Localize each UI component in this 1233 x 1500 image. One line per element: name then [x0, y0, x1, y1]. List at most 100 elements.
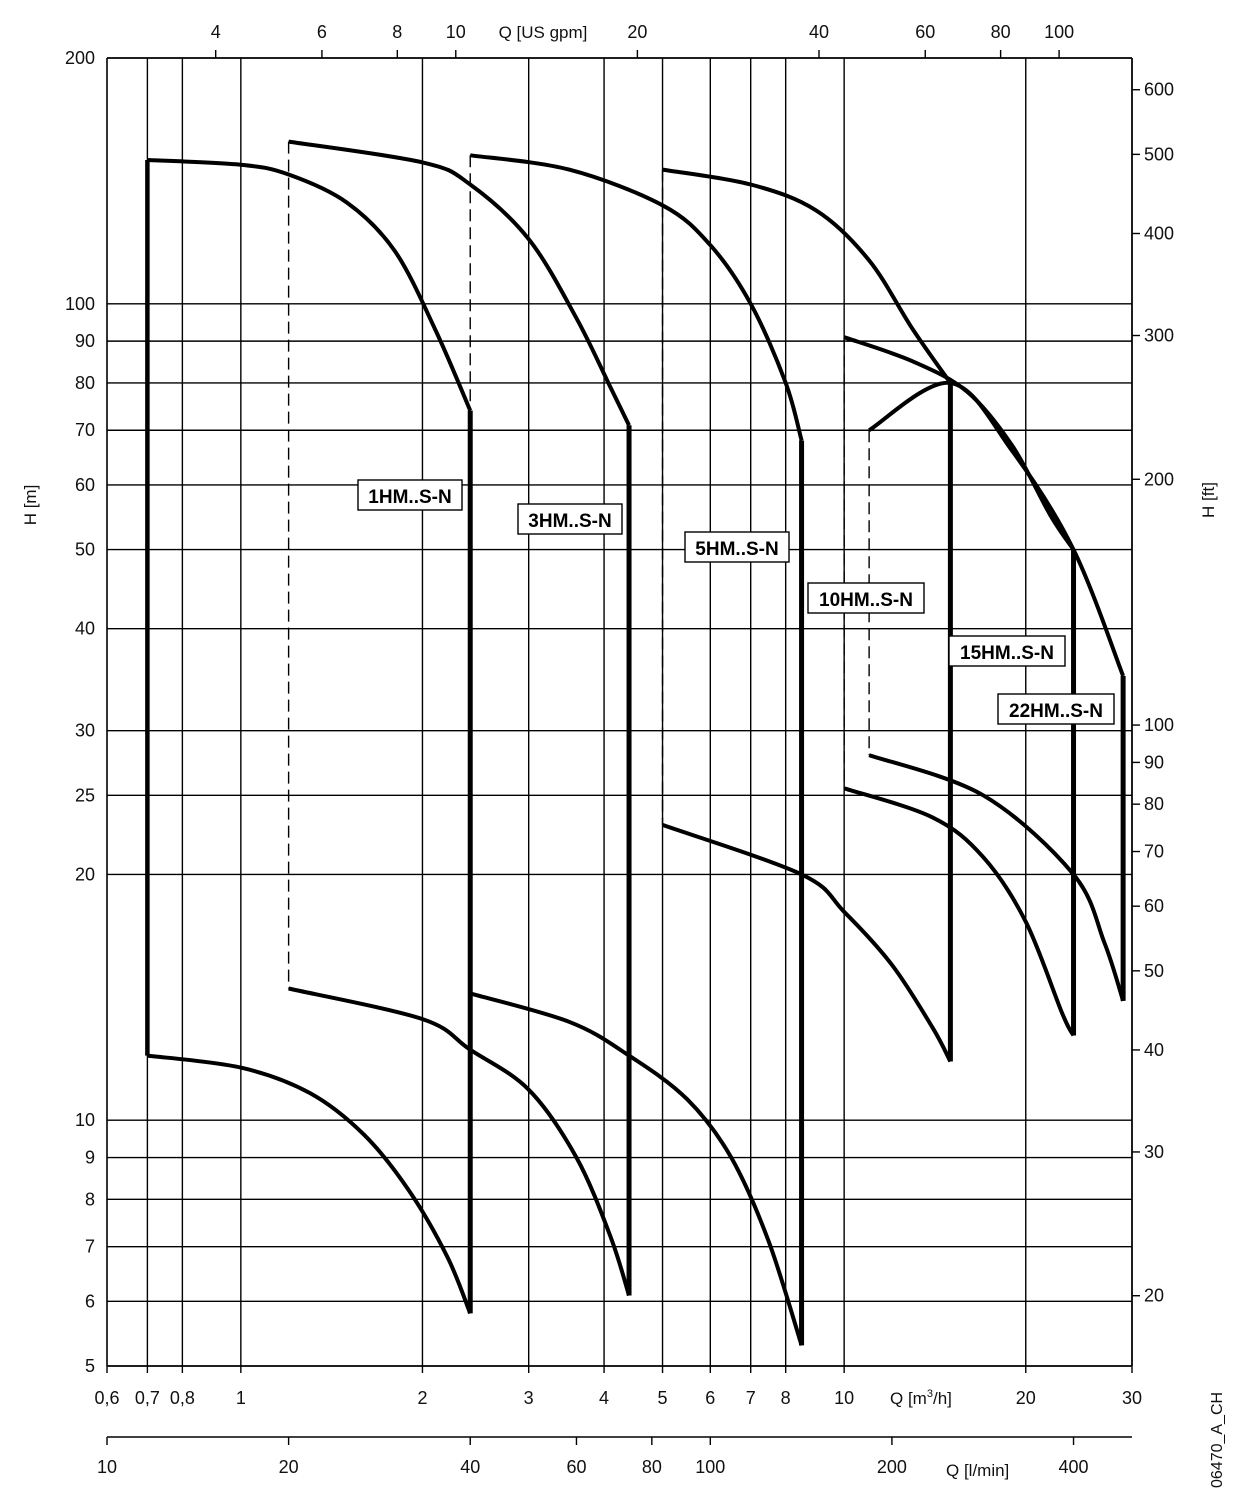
- y-left-tick-label: 50: [75, 540, 95, 560]
- series-lower-curve: [147, 1053, 473, 1315]
- x-top-tick-label: 100: [1044, 22, 1074, 42]
- x-bottom-tick-label: 0,6: [94, 1388, 119, 1408]
- pump-curves: [145, 139, 1126, 1346]
- x-bottom-tick-label: 1: [236, 1388, 246, 1408]
- y-left-tick-label: 30: [75, 721, 95, 741]
- series-label: 10HM..S-N: [819, 590, 913, 611]
- y-right-tick-label: 40: [1144, 1040, 1164, 1060]
- y-right-tick-label: 20: [1144, 1286, 1164, 1306]
- y-left-tick-label: 9: [85, 1148, 95, 1168]
- x-bottom-tick-label: 6: [705, 1388, 715, 1408]
- x-top-axis-title: Q [US gpm]: [499, 23, 588, 42]
- x-bottom-tick-label: 2: [417, 1388, 427, 1408]
- y-left-tick-label: 90: [75, 331, 95, 351]
- series-5hms-n-envelope: [469, 153, 805, 1346]
- x-lmin-tick-label: 80: [642, 1457, 662, 1477]
- x-lmin-tick-label: 200: [877, 1457, 907, 1477]
- y-left-axis-title: H [m]: [21, 485, 40, 526]
- series-lower-curve: [288, 986, 631, 1297]
- x-bottom-tick-label: 10: [834, 1388, 854, 1408]
- y-right-tick-label: 500: [1144, 144, 1174, 164]
- x-bottom-axis-title-sup: 3: [927, 1388, 933, 1400]
- x-bottom-tick-label: 30: [1122, 1388, 1142, 1408]
- series-lower-curve: [661, 823, 953, 1063]
- x-lmin-tick-label: 20: [279, 1457, 299, 1477]
- y-left-tick-label: 7: [85, 1237, 95, 1257]
- y-left-tick-label: 5: [85, 1356, 95, 1376]
- series-3hms-n-envelope: [287, 139, 632, 1297]
- series-upper-curve: [843, 335, 1076, 551]
- y-left-tick-label: 100: [65, 294, 95, 314]
- series-label-box: [357, 479, 463, 511]
- x-bottom-tick-label: 8: [781, 1388, 791, 1408]
- x-bottom-tick-label: 20: [1016, 1388, 1036, 1408]
- x-lmin-tick-label: 60: [566, 1457, 586, 1477]
- y-right-tick-label: 80: [1144, 794, 1164, 814]
- x-lmin-axis-title: Q [l/min]: [946, 1461, 1009, 1480]
- series-lower-curve: [469, 991, 804, 1346]
- y-right-tick-label: 300: [1144, 326, 1174, 346]
- series-label: 3HM..S-N: [528, 511, 611, 532]
- series-label-box: [684, 531, 790, 563]
- grid-lines: [107, 57, 1133, 1367]
- series-10hms-n-envelope: [661, 167, 953, 1063]
- y-right-tick-label: 600: [1144, 80, 1174, 100]
- y-left-tick-label: 20: [75, 864, 95, 884]
- y-right-tick-label: 400: [1144, 223, 1174, 243]
- series-label-box: [517, 503, 623, 535]
- series-label: 1HM..S-N: [368, 487, 451, 508]
- x-top-tick-label: 10: [446, 22, 466, 42]
- y-right-tick-label: 30: [1144, 1142, 1164, 1162]
- x-bottom-tick-label: 0,7: [135, 1388, 160, 1408]
- x-lmin-tick-label: 10: [97, 1457, 117, 1477]
- x-bottom-tick-label: 3: [524, 1388, 534, 1408]
- series-label-box: [807, 582, 925, 614]
- x-lmin-tick-label: 40: [460, 1457, 480, 1477]
- figure-code-annotation: 06470_A_CH: [1209, 1392, 1226, 1488]
- x-bottom-tick-label: 7: [746, 1388, 756, 1408]
- series-22hms-n-envelope: [868, 380, 1126, 1002]
- y-right-tick-label: 60: [1144, 896, 1164, 916]
- x-top-tick-label: 40: [809, 22, 829, 42]
- y-left-tick-label: 80: [75, 373, 95, 393]
- x-top-tick-label: 20: [627, 22, 647, 42]
- x-bottom-tick-label: 0,8: [170, 1388, 195, 1408]
- y-left-tick-label: 25: [75, 785, 95, 805]
- series-lower-curve: [868, 753, 1126, 1002]
- y-left-tick-label: 10: [75, 1110, 95, 1130]
- y-left-tick-label: 70: [75, 420, 95, 440]
- y-left-tick-label: 40: [75, 619, 95, 639]
- y-right-tick-label: 70: [1144, 842, 1164, 862]
- series-label-box: [948, 635, 1066, 667]
- x-bottom-axis-title: Q [m3/h]: [890, 1388, 952, 1408]
- series-upper-curve: [469, 153, 804, 442]
- x-bottom-axis-title-prefix: Q [m: [890, 1389, 927, 1408]
- series-upper-curve: [662, 167, 953, 385]
- series-labels: 1HM..S-N 3HM..S-N 5HM..S-N 10HM..S-N 15HM..S…: [357, 479, 1115, 725]
- x-top-tick-label: 80: [991, 22, 1011, 42]
- series-15hms-n-envelope: [843, 335, 1077, 1037]
- y-right-tick-label: 50: [1144, 961, 1164, 981]
- y-left-tick-label: 8: [85, 1189, 95, 1209]
- series-upper-curve: [868, 380, 1125, 677]
- y-right-tick-label: 200: [1144, 469, 1174, 489]
- x-bottom-tick-label: 4: [599, 1388, 609, 1408]
- series-lower-curve: [843, 786, 1076, 1037]
- y-right-tick-label: 100: [1144, 715, 1174, 735]
- series-label: 5HM..S-N: [695, 539, 778, 560]
- series-upper-curve: [147, 158, 473, 412]
- x-top-tick-label: 4: [211, 22, 221, 42]
- series-upper-curve: [288, 139, 631, 427]
- series-label: 15HM..S-N: [960, 643, 1054, 664]
- x-lmin-tick-label: 400: [1059, 1457, 1089, 1477]
- x-bottom-tick-label: 5: [658, 1388, 668, 1408]
- y-left-tick-label: 200: [65, 48, 95, 68]
- x-top-tick-label: 6: [317, 22, 327, 42]
- x-top-tick-label: 60: [915, 22, 935, 42]
- y-left-tick-label: 6: [85, 1291, 95, 1311]
- x-lmin-tick-label: 100: [695, 1457, 725, 1477]
- y-right-tick-label: 90: [1144, 752, 1164, 772]
- y-left-tick-label: 60: [75, 475, 95, 495]
